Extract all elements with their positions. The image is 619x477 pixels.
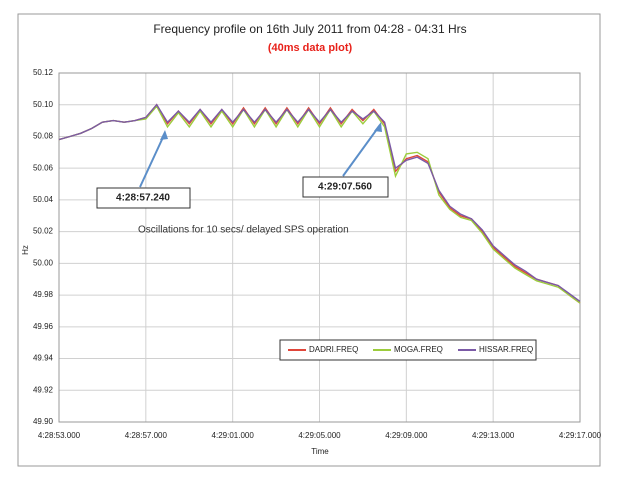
annotation-box	[96, 187, 191, 209]
y-axis-label: Hz	[21, 245, 30, 255]
y-tick-label: 49.96	[33, 322, 54, 331]
x-tick-label: 4:29:01.000	[212, 431, 255, 440]
annotation-arrow	[139, 132, 166, 188]
y-tick-label: 50.06	[33, 163, 54, 172]
legend-label: HISSAR.FREQ	[479, 345, 533, 354]
x-axis-label: Time	[311, 447, 329, 456]
annotation: 4:28:57.240	[116, 193, 170, 204]
y-tick-label: 49.94	[33, 354, 54, 363]
y-tick-label: 50.08	[33, 132, 54, 141]
y-tick-label: 50.10	[33, 100, 54, 109]
legend-box	[279, 339, 537, 361]
chart-border	[17, 13, 601, 467]
x-tick-label: 4:29:17.000	[559, 431, 602, 440]
x-tick-label: 4:29:13.000	[472, 431, 515, 440]
y-tick-label: 49.92	[33, 385, 54, 394]
overlay: 4:28:57.240 4:29:07.560 Oscillations for…	[96, 122, 389, 236]
y-tick-label: 49.98	[33, 290, 54, 299]
y-tick-label: 50.00	[33, 258, 54, 267]
annotation: Oscillations for 10 secs/ delayed SPS op…	[138, 225, 349, 236]
x-tick-label: 4:29:05.000	[298, 431, 341, 440]
plot-area: 49.90 49.92 49.94 49.96 49.98 50.00 50.02 50.04…	[33, 68, 602, 440]
annotation: 4:29:07.560	[318, 182, 372, 193]
annotation-arrow	[342, 124, 381, 177]
chart-title: Frequency profile on 16th July 2011 from…	[153, 22, 466, 36]
y-tick-label: 50.12	[33, 68, 54, 77]
series-line	[58, 105, 581, 304]
y-tick-label: 49.90	[33, 417, 54, 426]
y-tick-label: 50.02	[33, 227, 54, 236]
x-tick-label: 4:28:57.000	[125, 431, 168, 440]
series-line	[58, 103, 581, 302]
legend-label: DADRI.FREQ	[309, 345, 358, 354]
arrow-head	[160, 130, 168, 140]
chart-subtitle: (40ms data plot)	[268, 42, 353, 54]
x-tick-label: 4:29:09.000	[385, 431, 428, 440]
y-tick-label: 50.04	[33, 195, 54, 204]
legend: DADRI.FREQ MOGA.FREQ HISSAR.FREQ	[279, 339, 537, 361]
x-tick-label: 4:28:53.000	[38, 431, 81, 440]
arrow-head	[374, 122, 382, 132]
legend-label: MOGA.FREQ	[394, 345, 443, 354]
axes-frame	[58, 72, 581, 423]
annotation-box	[302, 176, 389, 198]
